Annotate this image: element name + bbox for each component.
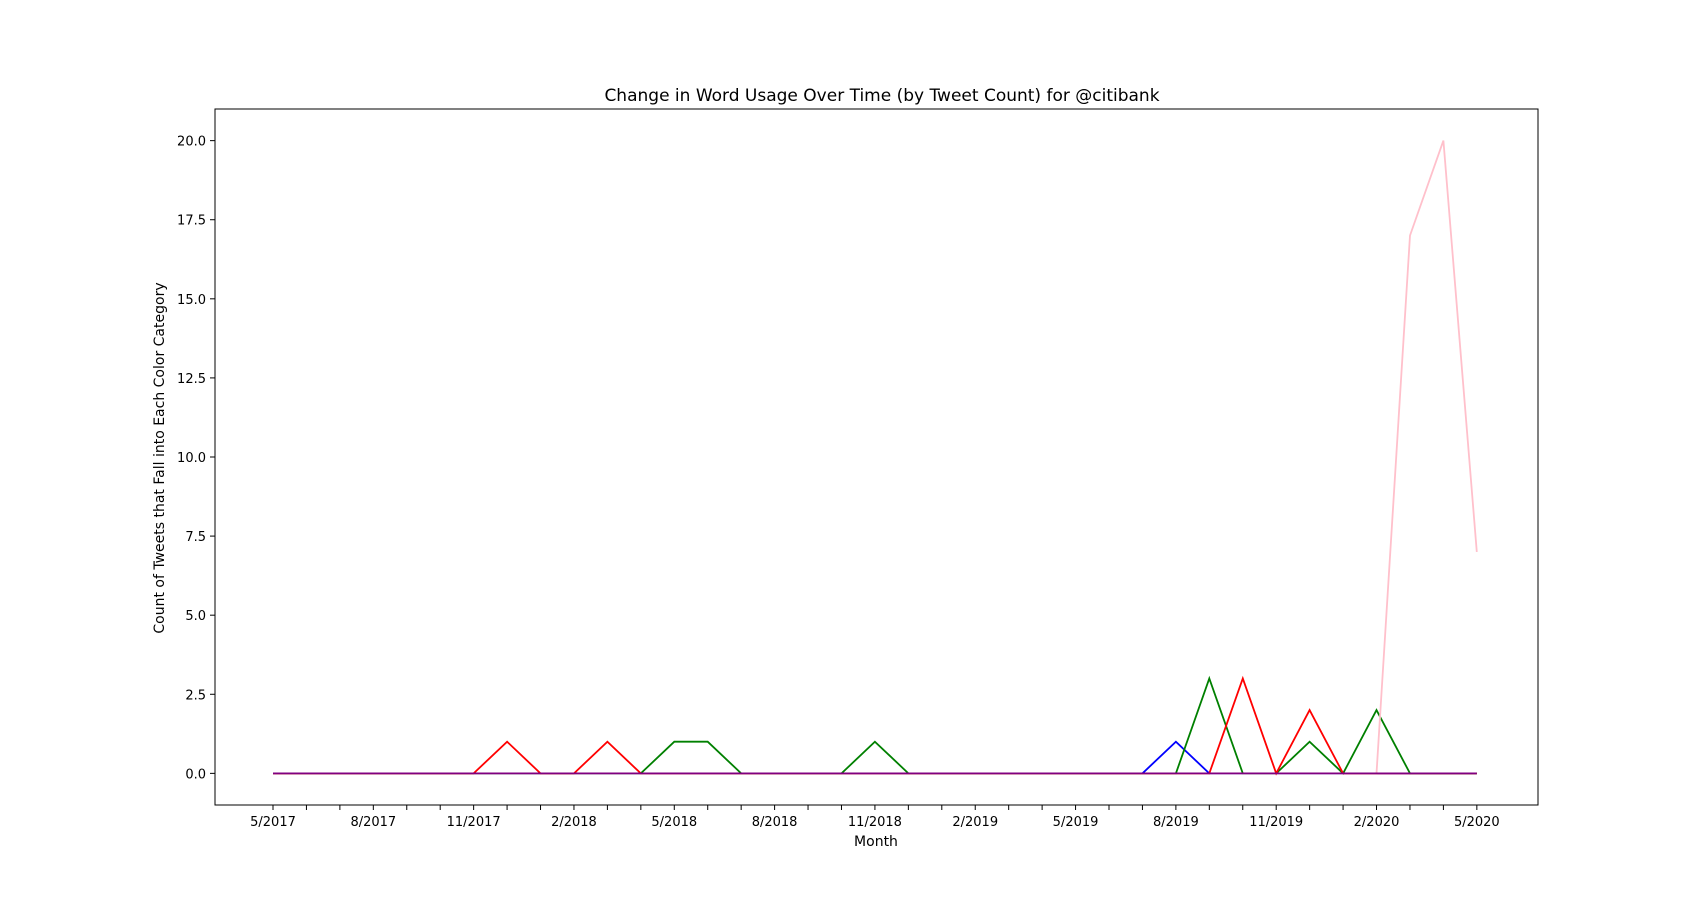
plot-area: 5/2017 8/2017 11/2017 2/2018 5/2018 8/2018 11/… — [177, 108, 1539, 830]
series-line-1 — [273, 740, 1477, 775]
x-tick-label: 8/2019 — [1153, 815, 1199, 830]
y-tick-label: 12.5 — [177, 372, 206, 387]
series-line-2 — [273, 675, 1477, 775]
y-tick-label: 0.0 — [185, 767, 206, 782]
y-tick-label: 5.0 — [185, 609, 206, 624]
x-tick-label: 8/2017 — [350, 815, 396, 830]
x-tick-label: 5/2019 — [1053, 815, 1099, 830]
x-tick-label: 5/2017 — [250, 815, 296, 830]
x-tick-label: 2/2020 — [1354, 815, 1400, 830]
y-tick-label: 2.5 — [185, 688, 206, 703]
x-tick-label: 11/2017 — [447, 815, 501, 830]
y-tick-label: 15.0 — [177, 293, 206, 308]
x-tick-label: 5/2020 — [1454, 815, 1500, 830]
y-tick-label: 17.5 — [177, 214, 206, 229]
chart-title: Change in Word Usage Over Time (by Tweet… — [604, 86, 1159, 106]
plot-frame — [214, 108, 1539, 806]
series-line-3 — [273, 140, 1478, 775]
x-tick-label: 11/2018 — [848, 815, 902, 830]
y-tick-label: 20.0 — [177, 135, 206, 150]
x-tick-label: 5/2018 — [651, 815, 697, 830]
series-line-4 — [273, 675, 1477, 776]
x-tick-label: 2/2018 — [551, 815, 597, 830]
x-tick-label: 11/2019 — [1249, 815, 1303, 830]
y-tick-label: 7.5 — [185, 530, 206, 545]
y-tick-label: 10.0 — [177, 451, 206, 466]
x-tick-label: 8/2018 — [752, 815, 798, 830]
y-axis-label: Count of Tweets that Fall into Each Colo… — [152, 282, 168, 633]
x-axis-label: Month — [854, 834, 898, 850]
x-tick-label: 2/2019 — [952, 815, 998, 830]
